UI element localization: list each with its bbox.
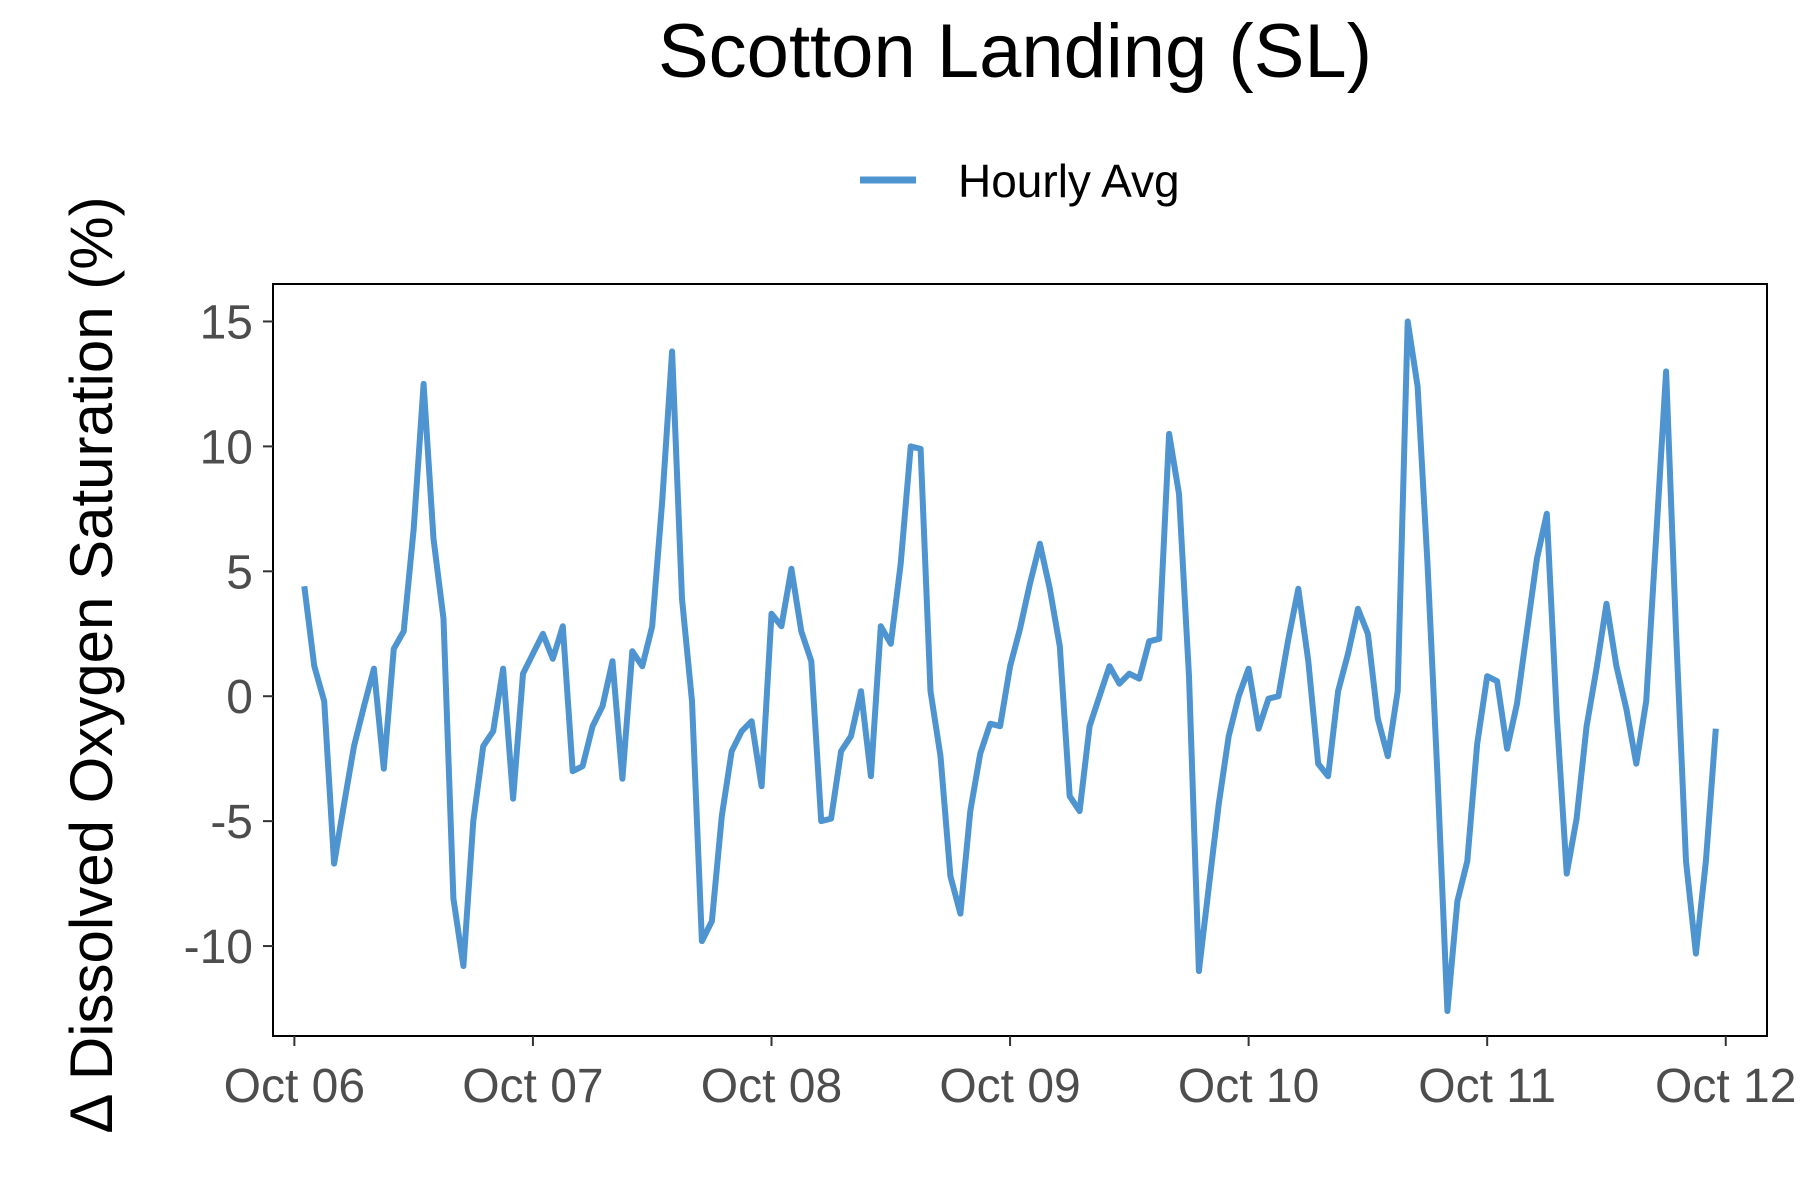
y-tick-label: -5 bbox=[210, 796, 253, 849]
x-tick-label: Oct 08 bbox=[701, 1060, 842, 1113]
x-axis: Oct 06 Oct 07 Oct 08 Oct 09 Oct 10 Oct 11 Oct … bbox=[224, 1036, 1796, 1113]
x-tick-label: Oct 12 bbox=[1655, 1060, 1796, 1113]
x-tick-label: Oct 09 bbox=[939, 1060, 1080, 1113]
y-tick-label: -10 bbox=[184, 921, 253, 974]
y-axis-label: Δ Dissolved Oxygen Saturation (%) bbox=[58, 196, 125, 1133]
y-tick-label: 10 bbox=[200, 421, 253, 474]
x-tick-label: Oct 06 bbox=[224, 1060, 365, 1113]
legend: Hourly Avg bbox=[860, 155, 1180, 207]
x-tick-label: Oct 10 bbox=[1178, 1060, 1319, 1113]
y-axis: -10 -5 0 5 10 15 bbox=[184, 296, 273, 974]
x-tick-label: Oct 11 bbox=[1418, 1060, 1556, 1113]
series-line-hourly-avg bbox=[301, 318, 1719, 1014]
plot-panel bbox=[272, 283, 1768, 1037]
y-tick-label: 0 bbox=[226, 671, 253, 724]
legend-label-hourly-avg: Hourly Avg bbox=[958, 155, 1180, 207]
x-tick-label: Oct 07 bbox=[462, 1060, 603, 1113]
chart-title: Scotton Landing (SL) bbox=[658, 9, 1372, 94]
y-tick-label: 5 bbox=[226, 546, 253, 599]
series-layer bbox=[301, 318, 1719, 1014]
y-tick-label: 15 bbox=[200, 296, 253, 349]
